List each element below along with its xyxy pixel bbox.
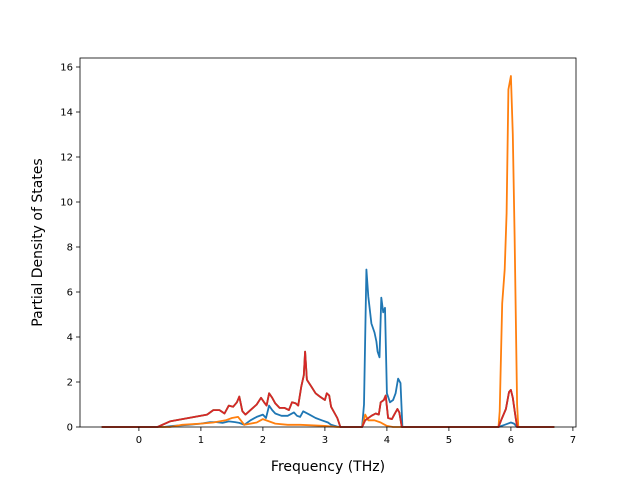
x-tick-label: 6	[508, 435, 514, 446]
y-tick-label: 2	[67, 378, 73, 389]
y-tick-label: 14	[60, 108, 73, 119]
y-tick-label: 4	[67, 333, 73, 344]
series-line-4	[101, 350, 555, 428]
y-tick-label: 12	[60, 153, 73, 164]
x-tick-label: 3	[322, 435, 328, 446]
x-tick-label: 0	[136, 435, 142, 446]
y-tick-label: 16	[60, 63, 73, 74]
series-line-1	[101, 268, 555, 428]
x-axis-title: Frequency (THz)	[271, 459, 385, 475]
x-tick-label: 7	[570, 435, 576, 446]
x-tick-label: 5	[446, 435, 452, 446]
y-axis-title: Partial Density of States	[30, 158, 46, 326]
y-tick-label: 10	[60, 198, 73, 209]
x-tick-label: 2	[260, 435, 266, 446]
y-tick-label: 6	[67, 288, 73, 299]
x-tick-label: 4	[384, 435, 390, 446]
plot-frame	[79, 57, 577, 428]
x-axis: 0 1 2 3 4 5 6 7	[136, 427, 576, 446]
y-axis: 0 2 4 6 8 10 12 14 16	[60, 63, 80, 434]
y-tick-label: 8	[67, 243, 73, 254]
y-tick-label: 0	[67, 423, 73, 434]
series-line-2	[101, 75, 555, 428]
x-tick-label: 1	[198, 435, 204, 446]
series-layer	[101, 75, 555, 428]
